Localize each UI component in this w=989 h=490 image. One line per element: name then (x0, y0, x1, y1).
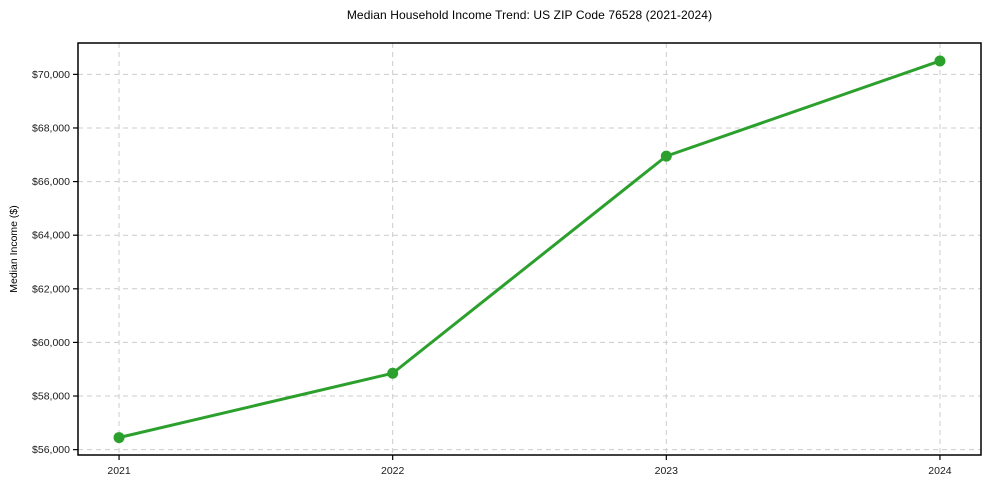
chart-title: Median Household Income Trend: US ZIP Co… (346, 8, 713, 22)
data-point-2024 (934, 55, 946, 67)
data-point-2022 (387, 367, 399, 379)
y-tick-label: $58,000 (32, 391, 70, 403)
plot-background (78, 43, 981, 455)
y-tick-label: $70,000 (32, 69, 70, 81)
x-tick-label: 2022 (381, 465, 405, 477)
y-tick-label: $64,000 (32, 230, 70, 242)
y-tick-label: $62,000 (32, 283, 70, 295)
data-point-2021 (113, 432, 125, 444)
trend-line (117, 59, 942, 440)
y-tick-label: $56,000 (32, 444, 70, 456)
y-tick-label: $60,000 (32, 337, 70, 349)
data-point-2023 (660, 150, 672, 162)
y-tick-label: $68,000 (32, 122, 70, 134)
x-tick-label: 2023 (655, 465, 679, 477)
y-tick-label: $66,000 (32, 176, 70, 188)
plot-border (77, 42, 982, 456)
x-tick-label: 2024 (928, 465, 952, 477)
x-tick-label: 2021 (107, 465, 131, 477)
